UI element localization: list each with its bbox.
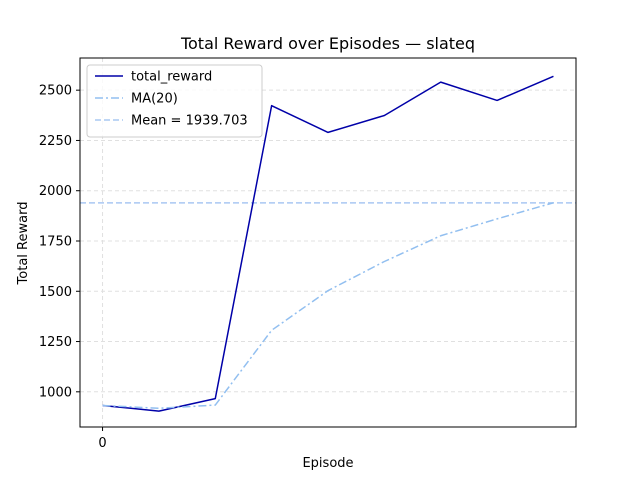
y-axis-label: Total Reward bbox=[16, 202, 31, 286]
y-axis-ticks: 1000 1250 1500 1750 2000 2250 2500 bbox=[39, 84, 80, 400]
series-lines bbox=[102, 75, 554, 412]
y-tick-label: 2000 bbox=[39, 184, 72, 199]
legend-box bbox=[86, 64, 263, 138]
y-tick-label: 2500 bbox=[39, 84, 72, 99]
legend: total_reward MA(20) Mean = 1939.703 bbox=[86, 64, 263, 138]
x-tick-label: 0 bbox=[98, 436, 106, 451]
y-tick-label: 1750 bbox=[39, 234, 72, 249]
y-tick-label: 2250 bbox=[39, 134, 72, 149]
x-axis-label: Episode bbox=[302, 456, 353, 471]
y-tick-label: 1500 bbox=[39, 285, 72, 300]
y-tick-label: 1250 bbox=[39, 335, 72, 350]
legend-label: total_reward bbox=[131, 70, 212, 85]
grid-lines bbox=[80, 58, 576, 427]
plot-frame bbox=[79, 57, 577, 428]
x-axis-ticks: 0 bbox=[98, 427, 107, 451]
legend-label: MA(20) bbox=[131, 92, 178, 107]
legend-label: Mean = 1939.703 bbox=[131, 114, 248, 129]
y-tick-label: 1000 bbox=[39, 385, 72, 400]
chart-title: Total Reward over Episodes — slateq bbox=[180, 34, 475, 53]
